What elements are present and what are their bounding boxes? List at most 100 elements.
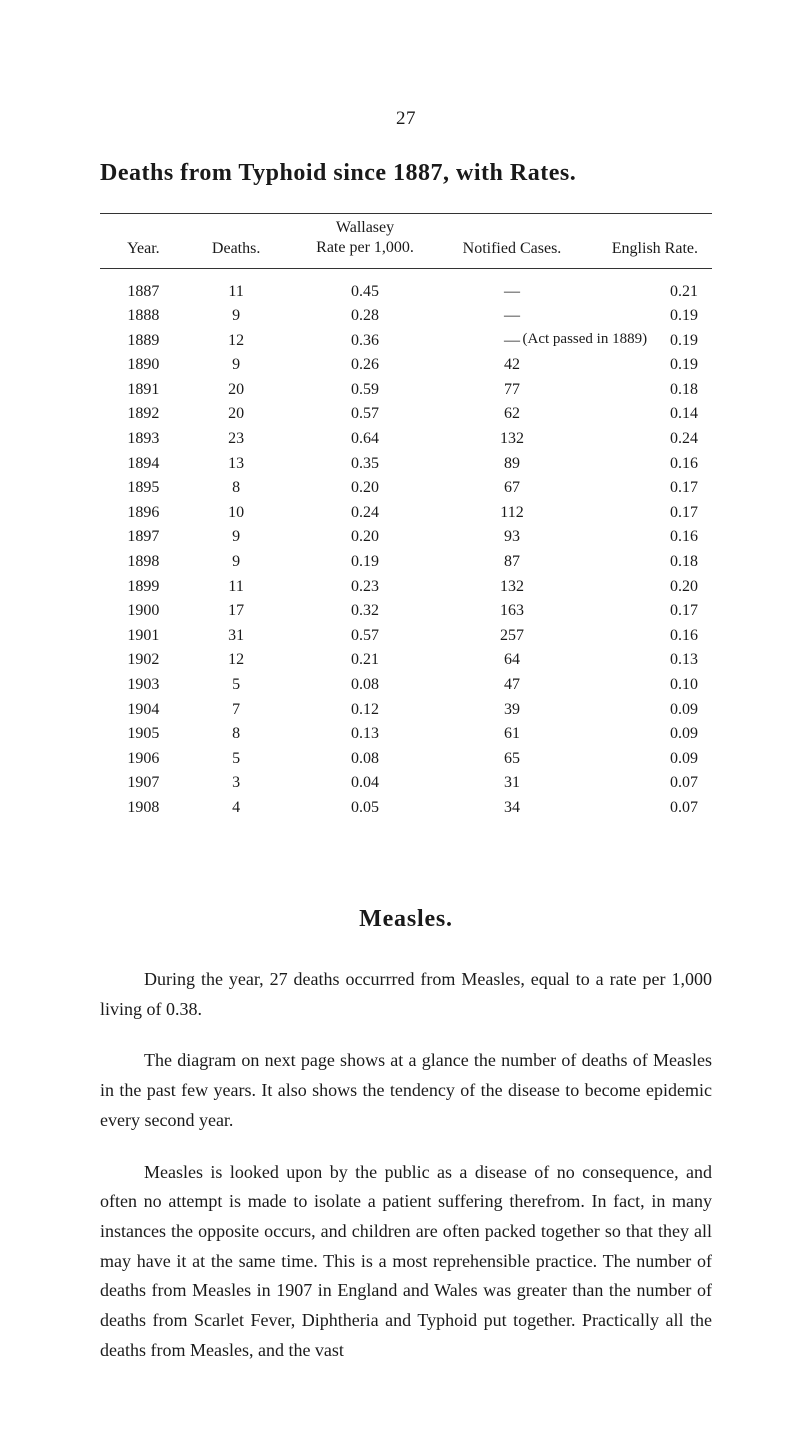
cell-english: 0.13: [579, 648, 712, 673]
cell-deaths: 12: [187, 648, 286, 673]
cell-rate: 0.21: [286, 648, 445, 673]
table-row: 1889120.36—(Act passed in 1889)0.19: [100, 328, 712, 353]
table-row: 190470.12390.09: [100, 697, 712, 722]
th-english: English Rate.: [579, 214, 712, 268]
cell-notified: 87: [445, 550, 580, 575]
cell-rate: 0.59: [286, 377, 445, 402]
cell-year: 1903: [100, 673, 187, 698]
cell-notified: —(Act passed in 1889): [445, 328, 580, 353]
cell-rate: 0.19: [286, 550, 445, 575]
cell-year: 1897: [100, 525, 187, 550]
cell-english: 0.17: [579, 500, 712, 525]
th-deaths: Deaths.: [187, 214, 286, 268]
cell-notified: 132: [445, 427, 580, 452]
cell-rate: 0.13: [286, 722, 445, 747]
table-row: 190650.08650.09: [100, 746, 712, 771]
cell-year: 1898: [100, 550, 187, 575]
cell-deaths: 8: [187, 476, 286, 501]
cell-english: 0.24: [579, 427, 712, 452]
page: 27 Deaths from Typhoid since 1887, with …: [0, 0, 800, 1447]
cell-year: 1893: [100, 427, 187, 452]
typhoid-table: Year. Deaths. Wallasey Rate per 1,000. N…: [100, 214, 712, 268]
cell-notified: 132: [445, 574, 580, 599]
cell-rate: 0.20: [286, 476, 445, 501]
cell-year: 1904: [100, 697, 187, 722]
table-row: 190840.05340.07: [100, 795, 712, 820]
cell-english: 0.21: [579, 279, 712, 304]
cell-notified: 163: [445, 599, 580, 624]
cell-deaths: 5: [187, 673, 286, 698]
cell-english: 0.14: [579, 402, 712, 427]
cell-year: 1900: [100, 599, 187, 624]
cell-english: 0.19: [579, 304, 712, 329]
cell-english: 0.17: [579, 476, 712, 501]
table-row: 1899110.231320.20: [100, 574, 712, 599]
cell-deaths: 4: [187, 795, 286, 820]
cell-rate: 0.08: [286, 746, 445, 771]
cell-notified: 112: [445, 500, 580, 525]
cell-notified: —: [445, 304, 580, 329]
cell-deaths: 20: [187, 402, 286, 427]
table-row: 1896100.241120.17: [100, 500, 712, 525]
cell-deaths: 7: [187, 697, 286, 722]
cell-english: 0.09: [579, 697, 712, 722]
cell-english: 0.17: [579, 599, 712, 624]
table-row: 1893230.641320.24: [100, 427, 712, 452]
table-row: 1894130.35890.16: [100, 451, 712, 476]
cell-deaths: 23: [187, 427, 286, 452]
cell-deaths: 3: [187, 771, 286, 796]
th-rate-bot: Rate per 1,000.: [292, 238, 439, 258]
paragraph-1: During the year, 27 deaths occurrred fro…: [100, 965, 712, 1024]
cell-english: 0.20: [579, 574, 712, 599]
cell-rate: 0.24: [286, 500, 445, 525]
table-row: 1901310.572570.16: [100, 623, 712, 648]
cell-notified: 67: [445, 476, 580, 501]
cell-notified: 42: [445, 353, 580, 378]
table-row: 1900170.321630.17: [100, 599, 712, 624]
cell-deaths: 12: [187, 328, 286, 353]
cell-notified: 47: [445, 673, 580, 698]
paragraph-2: The diagram on next page shows at a glan…: [100, 1046, 712, 1135]
th-notified: Notified Cases.: [445, 214, 580, 268]
table-row: 189580.20670.17: [100, 476, 712, 501]
cell-year: 1907: [100, 771, 187, 796]
cell-notified: 257: [445, 623, 580, 648]
cell-deaths: 20: [187, 377, 286, 402]
cell-notified: 39: [445, 697, 580, 722]
page-number: 27: [100, 108, 712, 130]
cell-rate: 0.05: [286, 795, 445, 820]
table-row: 190580.13610.09: [100, 722, 712, 747]
cell-english: 0.19: [579, 353, 712, 378]
cell-year: 1906: [100, 746, 187, 771]
cell-rate: 0.20: [286, 525, 445, 550]
cell-english: 0.16: [579, 451, 712, 476]
measles-heading: Measles.: [100, 906, 712, 933]
cell-deaths: 9: [187, 525, 286, 550]
table-row: 1892200.57620.14: [100, 402, 712, 427]
table-row: 189890.19870.18: [100, 550, 712, 575]
cell-english: 0.07: [579, 795, 712, 820]
table-row: 1891200.59770.18: [100, 377, 712, 402]
cell-notified: 34: [445, 795, 580, 820]
cell-year: 1894: [100, 451, 187, 476]
cell-year: 1901: [100, 623, 187, 648]
cell-rate: 0.57: [286, 623, 445, 648]
cell-rate: 0.12: [286, 697, 445, 722]
cell-notified: —: [445, 279, 580, 304]
cell-english: 0.10: [579, 673, 712, 698]
table-row: 1887110.45—0.21: [100, 279, 712, 304]
cell-rate: 0.36: [286, 328, 445, 353]
cell-english: 0.09: [579, 722, 712, 747]
cell-deaths: 11: [187, 279, 286, 304]
cell-deaths: 13: [187, 451, 286, 476]
cell-year: 1891: [100, 377, 187, 402]
page-title: Deaths from Typhoid since 1887, with Rat…: [100, 160, 712, 187]
cell-notified: 31: [445, 771, 580, 796]
cell-english: 0.09: [579, 746, 712, 771]
cell-rate: 0.08: [286, 673, 445, 698]
table-row: 189790.20930.16: [100, 525, 712, 550]
cell-year: 1890: [100, 353, 187, 378]
cell-english: 0.07: [579, 771, 712, 796]
cell-notified: 89: [445, 451, 580, 476]
cell-rate: 0.04: [286, 771, 445, 796]
